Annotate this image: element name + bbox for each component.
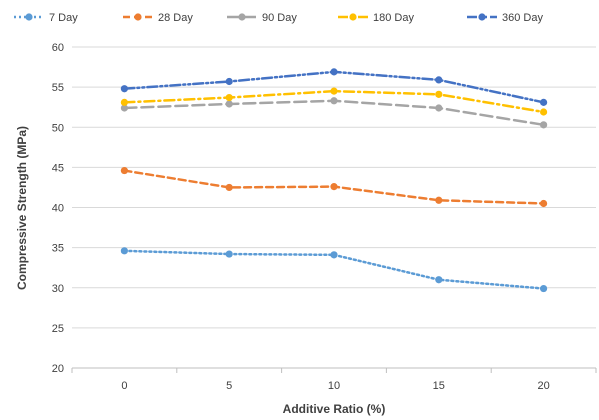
series-180-day [120,87,548,116]
data-point [225,100,233,108]
data-point [540,98,548,106]
legend-label: 180 Day [373,12,414,24]
x-axis-title: Additive Ratio (%) [283,402,386,416]
y-tick-label: 55 [52,82,64,94]
data-point [330,251,338,259]
chart-series [120,68,548,293]
series-90-day [120,97,548,129]
data-point [225,93,233,102]
x-tick-label: 0 [121,380,127,392]
legend-label: 90 Day [262,12,297,24]
data-point [540,108,548,116]
legend-item: 28 Day [123,12,193,24]
y-tick-label: 30 [52,283,64,295]
data-point [435,104,443,112]
data-point [120,104,128,112]
legend-marker [134,13,142,21]
x-tick-label: 15 [433,380,445,392]
legend-item: 180 Day [338,12,414,24]
data-point [435,76,443,84]
data-point [330,97,338,105]
data-point [540,199,548,208]
data-point [540,121,548,129]
legend-item: 90 Day [227,12,297,24]
data-point [330,68,338,76]
legend-label: 360 Day [502,12,543,24]
x-tick-label: 20 [537,380,549,392]
legend-marker [25,13,33,21]
data-point [120,166,128,175]
data-point [435,196,443,204]
data-point [225,183,233,192]
y-tick-label: 25 [52,323,64,335]
y-tick-label: 50 [52,122,64,134]
y-axis-title: Compressive Strength (MPa) [15,126,29,290]
data-point [330,183,338,191]
series-7-day [120,247,548,293]
data-point [435,276,443,284]
x-axis-ticks: 0 5 10 15 20 [121,380,549,392]
data-point [120,247,128,255]
legend-item: 7 Day [14,12,78,24]
legend-marker [238,13,246,21]
series-360-day [120,68,548,106]
legend-label: 7 Day [49,12,78,24]
legend-marker [349,13,357,21]
y-axis-ticks: 20 25 30 35 40 45 50 55 60 [52,42,64,375]
chart-gridlines [72,46,596,369]
data-point [120,98,128,106]
series-28-day [120,166,548,208]
series-line [123,99,545,127]
y-tick-label: 45 [52,162,64,174]
y-tick-label: 35 [52,243,64,255]
x-tick-label: 10 [328,380,340,392]
x-tick-label: 5 [226,380,232,392]
legend-label: 28 Day [158,12,193,24]
data-point [330,87,338,95]
data-point [225,250,233,258]
data-point [225,77,233,86]
y-tick-label: 40 [52,203,64,215]
chart-legend: 7 Day 28 Day 90 Day 180 Day 360 Day [14,12,543,24]
data-point [435,90,443,98]
data-point [540,284,548,293]
legend-item: 360 Day [467,12,543,24]
y-tick-label: 20 [52,363,64,375]
legend-marker [478,13,486,21]
y-tick-label: 60 [52,42,64,54]
x-axis [71,367,597,373]
data-point [120,85,128,93]
